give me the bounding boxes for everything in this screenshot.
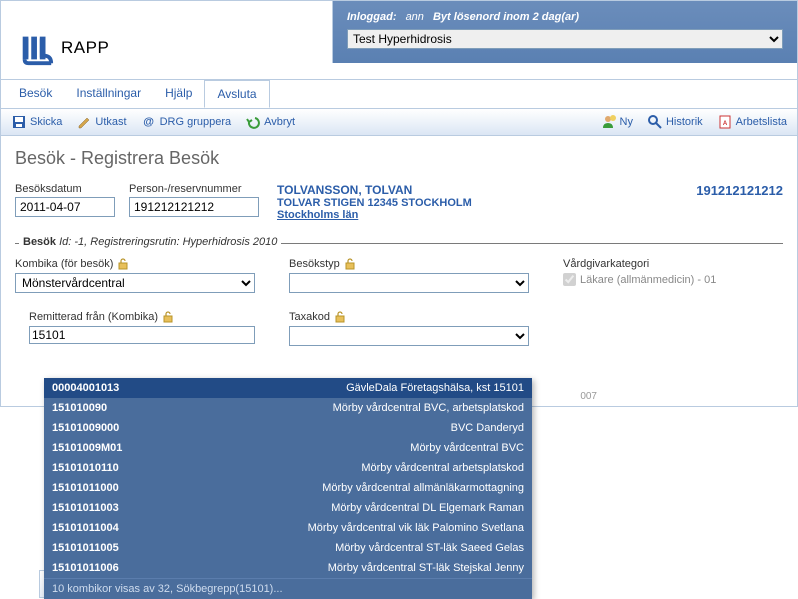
page-title: Besök - Registrera Besök (15, 148, 783, 169)
rapp-logo-icon (17, 29, 55, 67)
autocomplete-footer: 10 kombikor visas av 32, Sökbegrepp(1510… (44, 578, 532, 599)
autocomplete-item[interactable]: 15101009M01Mörby vårdcentral BVC (44, 438, 532, 458)
toolbar: Skicka Utkast @ DRG gruppera Avbryt Ny (0, 108, 798, 136)
autocomplete-item[interactable]: 15101011006Mörby vårdcentral ST-läk Stej… (44, 558, 532, 578)
menu-hjalp[interactable]: Hjälp (153, 80, 204, 108)
logged-in-user: ann (406, 11, 424, 23)
vardgivar-value: Läkare (allmänmedicin) - 01 (580, 274, 716, 286)
taxakod-label: Taxakod (289, 311, 549, 323)
menu-besok[interactable]: Besök (7, 80, 64, 108)
change-password-link[interactable]: Byt lösenord inom 2 dag(ar) (433, 11, 579, 23)
autocomplete-item[interactable]: 15101011000Mörby vårdcentral allmänläkar… (44, 478, 532, 498)
pnr-label: Person-/reservnummer (129, 183, 259, 195)
autocomplete-item[interactable]: 00004001013GävleDala Företagshälsa, kst … (44, 378, 532, 398)
pdf-icon: A (717, 114, 733, 130)
logo-area: RAPP (1, 1, 125, 79)
ny-button[interactable]: Ny (597, 112, 637, 132)
vardgivar-checkbox (563, 273, 576, 286)
svg-text:A: A (722, 121, 727, 127)
draft-icon (76, 114, 92, 130)
besoksdatum-input[interactable] (15, 197, 115, 217)
fieldset-legend: Besök Id: -1, Registreringsrutin: Hyperh… (19, 236, 281, 248)
patient-name: TOLVANSSON, TOLVAN (277, 183, 472, 197)
autocomplete-item[interactable]: 15101010110Mörby vårdcentral arbetsplats… (44, 458, 532, 478)
vardgivarkategori-label: Vårdgivarkategori (563, 258, 783, 270)
context-select[interactable]: Test Hyperhidrosis (347, 29, 783, 49)
avbryt-button[interactable]: Avbryt (241, 112, 299, 132)
logo-text: RAPP (61, 38, 109, 58)
main-content: Besök - Registrera Besök Besöksdatum Per… (0, 136, 798, 407)
patient-pnr-display: 191212121212 (696, 183, 783, 198)
patient-region-link[interactable]: Stockholms län (277, 209, 472, 221)
footer-text: 007 (580, 391, 597, 402)
search-history-icon (647, 114, 663, 130)
autocomplete-item[interactable]: 151010090Mörby vårdcentral BVC, arbetspl… (44, 398, 532, 418)
patient-info: TOLVANSSON, TOLVAN TOLVAR STIGEN 12345 S… (277, 183, 472, 221)
menubar: Besök Inställningar Hjälp Avsluta (0, 80, 798, 108)
unlock-icon (334, 311, 346, 323)
menu-avsluta[interactable]: Avsluta (204, 80, 269, 108)
historik-button[interactable]: Historik (643, 112, 707, 132)
user-new-icon (601, 114, 617, 130)
kombika-label: Kombika (för besök) (15, 258, 275, 270)
remitterad-label: Remitterad från (Kombika) (29, 311, 275, 323)
unlock-icon (162, 311, 174, 323)
besokstyp-label: Besökstyp (289, 258, 549, 270)
undo-icon (245, 114, 261, 130)
menu-installningar[interactable]: Inställningar (64, 80, 153, 108)
autocomplete-item[interactable]: 15101011005Mörby vårdcentral ST-läk Saee… (44, 538, 532, 558)
taxakod-select[interactable] (289, 326, 529, 346)
remitterad-input[interactable] (29, 326, 255, 344)
login-area: Inloggad: ann Byt lösenord inom 2 dag(ar… (332, 1, 797, 63)
utkast-button[interactable]: Utkast (72, 112, 130, 132)
at-icon: @ (141, 114, 157, 130)
skicka-button[interactable]: Skicka (7, 112, 66, 132)
unlock-icon (344, 258, 356, 270)
pnr-input[interactable] (129, 197, 259, 217)
unlock-icon (117, 258, 129, 270)
autocomplete-item[interactable]: 15101011003Mörby vårdcentral DL Elgemark… (44, 498, 532, 518)
save-icon (11, 114, 27, 130)
arbetslista-button[interactable]: A Arbetslista (713, 112, 791, 132)
besokstyp-select[interactable] (289, 273, 529, 293)
besoksdatum-label: Besöksdatum (15, 183, 115, 195)
kombika-select[interactable]: Mönstervårdcentral (15, 273, 255, 293)
drg-gruppera-button[interactable]: @ DRG gruppera (137, 112, 236, 132)
autocomplete-item[interactable]: 15101011004Mörby vårdcentral vik läk Pal… (44, 518, 532, 538)
patient-address: TOLVAR STIGEN 12345 STOCKHOLM (277, 197, 472, 209)
kombika-autocomplete-popup: 00004001013GävleDala Företagshälsa, kst … (44, 378, 532, 599)
besok-fieldset: Besök Id: -1, Registreringsrutin: Hyperh… (15, 243, 783, 346)
autocomplete-item[interactable]: 15101009000BVC Danderyd (44, 418, 532, 438)
logged-in-label: Inloggad: (347, 11, 397, 23)
